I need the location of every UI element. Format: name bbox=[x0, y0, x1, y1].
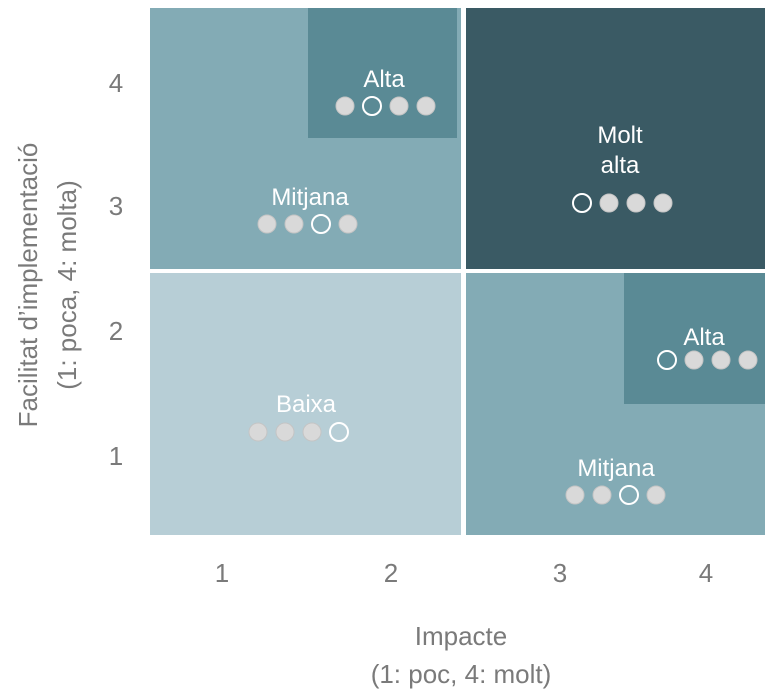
region-label-2-1: Mitjana bbox=[271, 184, 349, 211]
region-label-4-1: Molt bbox=[597, 122, 643, 149]
rating-dot-5-4 bbox=[646, 485, 666, 505]
x-tick-label-3: 3 bbox=[553, 558, 567, 588]
x-axis-title-line-1: Impacte bbox=[415, 621, 508, 651]
region-label-1-1: Baixa bbox=[276, 391, 337, 418]
rating-dot-3-2 bbox=[362, 96, 382, 116]
rating-dot-4-2 bbox=[599, 193, 619, 213]
y-tick-label-2: 2 bbox=[109, 316, 123, 346]
y-tick-label-4: 4 bbox=[109, 68, 123, 98]
y-axis-title-line-2: (1: poca, 4: molta) bbox=[52, 180, 82, 390]
x-tick-label-2: 2 bbox=[384, 558, 398, 588]
rating-dot-3-3 bbox=[389, 96, 409, 116]
y-tick-label-3: 3 bbox=[109, 191, 123, 221]
region-rect-1 bbox=[150, 273, 461, 535]
x-tick-label-4: 4 bbox=[699, 558, 713, 588]
rating-dot-6-3 bbox=[711, 350, 731, 370]
x-axis-title-line-2: (1: poc, 4: molt) bbox=[371, 659, 552, 689]
rating-dot-5-2 bbox=[592, 485, 612, 505]
rating-dot-6-1 bbox=[657, 350, 677, 370]
rating-dot-6-2 bbox=[684, 350, 704, 370]
rating-dot-1-2 bbox=[275, 422, 295, 442]
rating-dot-6-4 bbox=[738, 350, 758, 370]
region-rect-6 bbox=[624, 273, 765, 404]
y-tick-label-1: 1 bbox=[109, 441, 123, 471]
rating-dot-1-1 bbox=[248, 422, 268, 442]
rating-dot-3-4 bbox=[416, 96, 436, 116]
region-rect-4 bbox=[466, 8, 765, 269]
region-label-3-1: Alta bbox=[363, 66, 405, 93]
y-axis-title-line-1: Facilitat d’implementació bbox=[13, 143, 43, 428]
region-rect-3 bbox=[308, 8, 457, 138]
rating-dot-4-4 bbox=[653, 193, 673, 213]
rating-dot-1-4 bbox=[329, 422, 349, 442]
rating-dot-4-3 bbox=[626, 193, 646, 213]
rating-dot-5-1 bbox=[565, 485, 585, 505]
rating-dot-2-1 bbox=[257, 214, 277, 234]
rating-dot-4-1 bbox=[572, 193, 592, 213]
x-tick-label-1: 1 bbox=[215, 558, 229, 588]
rating-dot-3-1 bbox=[335, 96, 355, 116]
rating-dot-2-4 bbox=[338, 214, 358, 234]
rating-dot-2-3 bbox=[311, 214, 331, 234]
region-label-4-2: alta bbox=[601, 152, 640, 179]
rating-dot-5-3 bbox=[619, 485, 639, 505]
rating-dot-1-3 bbox=[302, 422, 322, 442]
rating-dot-2-2 bbox=[284, 214, 304, 234]
region-label-6-1: Alta bbox=[683, 324, 725, 351]
region-label-5-1: Mitjana bbox=[577, 455, 655, 482]
